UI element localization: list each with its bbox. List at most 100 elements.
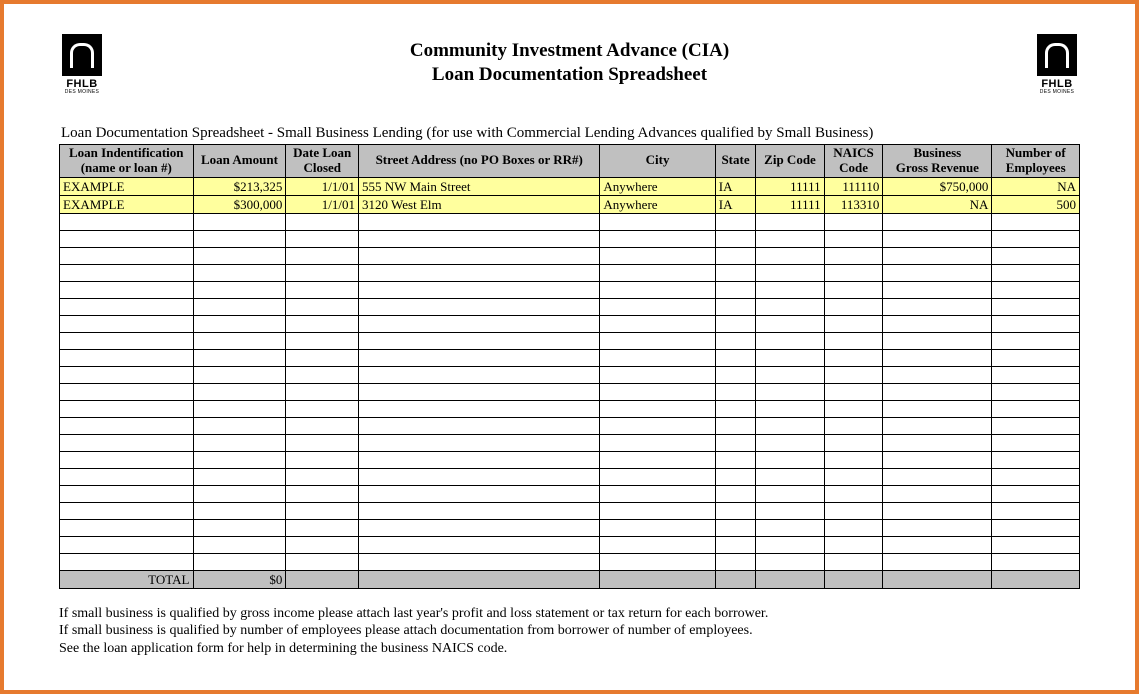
table-cell: IA (715, 195, 756, 213)
column-header: Loan Amount (193, 145, 286, 178)
table-cell (992, 519, 1080, 536)
table-cell (193, 230, 286, 247)
footer-notes: If small business is qualified by gross … (59, 605, 1080, 658)
table-cell (193, 536, 286, 553)
table-cell (600, 281, 715, 298)
table-cell (756, 485, 824, 502)
table-cell (715, 502, 756, 519)
note-line: If small business is qualified by gross … (59, 605, 1080, 623)
table-cell (715, 213, 756, 230)
table-cell (600, 315, 715, 332)
table-row: TOTAL$0 (60, 570, 1080, 588)
table-row (60, 536, 1080, 553)
table-cell (992, 485, 1080, 502)
table-cell (600, 366, 715, 383)
table-cell (715, 315, 756, 332)
table-cell (600, 400, 715, 417)
column-header: Zip Code (756, 145, 824, 178)
column-header: Loan Indentification(name or loan #) (60, 145, 194, 178)
table-cell (359, 417, 600, 434)
table-cell (992, 417, 1080, 434)
table-cell (600, 417, 715, 434)
table-cell (756, 570, 824, 588)
table-cell (756, 417, 824, 434)
table-cell (883, 264, 992, 281)
table-cell (286, 230, 359, 247)
table-cell (756, 281, 824, 298)
table-cell (600, 468, 715, 485)
table-cell: 3120 West Elm (359, 195, 600, 213)
table-cell (286, 383, 359, 400)
table-cell (756, 553, 824, 570)
table-cell (359, 451, 600, 468)
table-cell (824, 570, 883, 588)
table-cell (359, 519, 600, 536)
table-cell (286, 315, 359, 332)
table-cell (824, 451, 883, 468)
table-cell (600, 519, 715, 536)
table-cell: NA (883, 195, 992, 213)
table-cell (992, 553, 1080, 570)
table-cell (883, 400, 992, 417)
table-cell: 1/1/01 (286, 195, 359, 213)
table-header-row: Loan Indentification(name or loan #)Loan… (60, 145, 1080, 178)
table-cell: $0 (193, 570, 286, 588)
table-cell (359, 434, 600, 451)
table-cell (715, 298, 756, 315)
table-cell (715, 366, 756, 383)
table-cell (600, 298, 715, 315)
table-cell (992, 468, 1080, 485)
table-cell (883, 417, 992, 434)
column-header: City (600, 145, 715, 178)
table-cell: 111110 (824, 177, 883, 195)
table-cell (359, 298, 600, 315)
table-cell (286, 298, 359, 315)
table-row (60, 230, 1080, 247)
table-cell (286, 366, 359, 383)
table-cell (60, 519, 194, 536)
table-cell (824, 519, 883, 536)
table-cell (286, 485, 359, 502)
table-row (60, 417, 1080, 434)
header: FHLB DES MOINES Community Investment Adv… (59, 34, 1080, 95)
table-cell (824, 502, 883, 519)
table-cell (715, 400, 756, 417)
table-cell (193, 332, 286, 349)
table-cell (600, 264, 715, 281)
table-row (60, 502, 1080, 519)
table-cell (883, 519, 992, 536)
table-cell (359, 383, 600, 400)
table-row (60, 366, 1080, 383)
table-cell (715, 451, 756, 468)
table-cell (824, 264, 883, 281)
table-cell (715, 383, 756, 400)
table-cell (992, 383, 1080, 400)
table-cell (992, 315, 1080, 332)
table-cell (286, 247, 359, 264)
table-row: EXAMPLE$300,0001/1/013120 West ElmAnywhe… (60, 195, 1080, 213)
table-cell (824, 332, 883, 349)
table-cell (883, 502, 992, 519)
table-cell (715, 434, 756, 451)
table-cell (193, 281, 286, 298)
table-cell (286, 502, 359, 519)
table-cell (992, 349, 1080, 366)
table-cell: Anywhere (600, 177, 715, 195)
table-row (60, 247, 1080, 264)
table-row (60, 400, 1080, 417)
table-cell (883, 383, 992, 400)
table-cell (359, 213, 600, 230)
table-cell (756, 349, 824, 366)
table-cell (756, 519, 824, 536)
table-cell (359, 485, 600, 502)
table-cell (193, 383, 286, 400)
table-cell (756, 315, 824, 332)
table-cell: 1/1/01 (286, 177, 359, 195)
table-row (60, 485, 1080, 502)
column-header: Number ofEmployees (992, 145, 1080, 178)
table-cell (359, 536, 600, 553)
table-cell (883, 570, 992, 588)
logo-sub: DES MOINES (1040, 90, 1074, 95)
table-cell (60, 213, 194, 230)
table-cell (60, 451, 194, 468)
